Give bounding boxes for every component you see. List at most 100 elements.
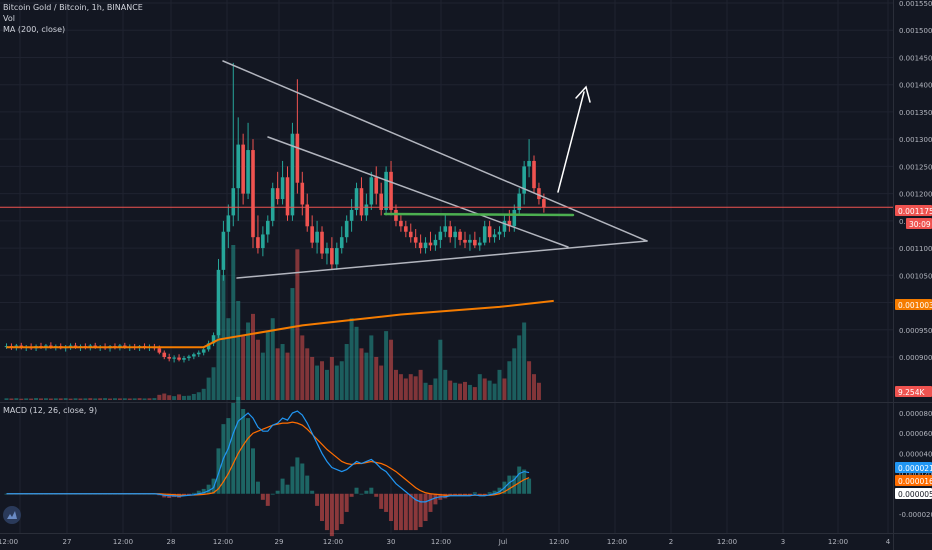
- macd-histogram-bar: [324, 493, 329, 531]
- candle: [448, 220, 452, 243]
- candle: [443, 215, 448, 238]
- volume-bar: [58, 398, 63, 400]
- macd-value-badge: 0.000021: [895, 462, 932, 473]
- volume-bar: [137, 398, 142, 400]
- macd-histogram-bar: [487, 492, 492, 494]
- time-tick-label: 12:00: [828, 538, 848, 546]
- volume-bar: [98, 398, 103, 400]
- candle: [295, 79, 300, 194]
- volume-legend[interactable]: Vol: [3, 14, 15, 23]
- drawings[interactable]: [222, 60, 648, 279]
- volume-bar: [196, 392, 201, 400]
- tradingview-logo-icon[interactable]: [3, 506, 21, 524]
- macd-histogram-bar: [522, 469, 527, 494]
- volume-bar: [305, 348, 310, 400]
- candle: [330, 237, 334, 270]
- time-tick-label: 3: [781, 538, 785, 546]
- macd-histogram-bar: [310, 490, 315, 494]
- volume-bar: [527, 361, 532, 400]
- macd-histogram-bar: [251, 448, 255, 494]
- grid-lines: [0, 0, 893, 533]
- volume-bar: [162, 393, 167, 400]
- volume-bar: [393, 369, 398, 400]
- triangle-lower-trendline[interactable]: [236, 240, 648, 279]
- macd-histogram-bar: [315, 493, 320, 506]
- volume-bar: [93, 398, 98, 400]
- volume-bar: [428, 384, 433, 400]
- macd-value-label: 0.000021: [898, 464, 932, 473]
- candle: [275, 171, 280, 205]
- volume-bar: [423, 382, 428, 400]
- macd-histogram-bar: [462, 493, 467, 496]
- volume-bar: [270, 318, 275, 400]
- candle: [246, 122, 250, 200]
- volume-bar: [300, 335, 305, 400]
- volume-bar: [88, 398, 93, 400]
- macd-histogram-bar: [507, 475, 512, 494]
- time-tick-label: 12:00: [431, 538, 451, 546]
- candle: [384, 166, 388, 216]
- candle: [226, 204, 231, 249]
- volume-bar: [142, 398, 147, 400]
- candle: [482, 220, 487, 246]
- volume-bar: [403, 378, 408, 400]
- volume-bar: [512, 348, 517, 400]
- macd-histogram-bar: [389, 493, 394, 522]
- macd-histogram-bar: [393, 493, 398, 531]
- volume-bar: [78, 398, 83, 400]
- volume-bar: [251, 313, 255, 400]
- candle: [315, 220, 319, 254]
- candle: [335, 242, 339, 270]
- volume-bar: [280, 344, 285, 400]
- price-tick-label: 0.001500: [899, 27, 932, 35]
- macd-histogram-bar: [344, 493, 349, 512]
- candle: [196, 350, 201, 357]
- volume-bar: [472, 387, 477, 400]
- candle: [502, 215, 507, 238]
- volume-bar: [103, 398, 108, 400]
- signal-value-label: 0.000016: [898, 477, 932, 486]
- macd-histogram-bar: [492, 490, 497, 494]
- volume-bar: [453, 382, 458, 400]
- support-level-line[interactable]: [383, 212, 575, 217]
- macd-histogram-bar: [270, 493, 275, 495]
- triangle-upper-trendline[interactable]: [222, 60, 648, 242]
- candle: [522, 160, 526, 205]
- macd-histogram-bar: [477, 493, 482, 496]
- volume-value-label: 9.254K: [898, 388, 925, 397]
- macd-histogram-bar: [196, 490, 201, 494]
- signal-value-badge: 0.000016: [895, 475, 932, 486]
- candle: [177, 354, 181, 362]
- ma-200-line: [6, 299, 554, 349]
- candle: [187, 354, 191, 361]
- candle: [349, 199, 354, 232]
- volume-bar: [260, 352, 265, 400]
- time-axis[interactable]: 12:00 27 12:00 28 12:00 29 12:00 30 12:00 Jul 12:0…: [0, 538, 891, 546]
- candle: [236, 117, 241, 221]
- breakout-arrow[interactable]: [557, 91, 585, 193]
- volume-bar: [211, 367, 216, 400]
- macd-histogram-bar: [246, 418, 251, 494]
- inner-upper-trendline[interactable]: [267, 136, 569, 248]
- macd-axis[interactable]: 0.000080 0.000060 0.000040 0.000020 -0.00002…: [899, 410, 932, 519]
- volume-bar: [186, 395, 191, 400]
- volume-bar: [497, 369, 502, 400]
- candlestick-series: [4, 62, 546, 363]
- macd-histogram-bar: [458, 493, 463, 496]
- candle: [320, 226, 324, 259]
- candle: [374, 166, 379, 205]
- candle: [172, 355, 176, 363]
- macd-legend[interactable]: MACD (12, 26, close, 9): [3, 406, 98, 415]
- volume-bar: [4, 398, 9, 400]
- price-tick-label: 0.000950: [899, 327, 932, 335]
- volume-bar: [147, 398, 152, 400]
- volume-bar: [467, 384, 472, 400]
- volume-bar: [517, 335, 522, 400]
- macd-tick-label: 0.000040: [899, 450, 932, 458]
- symbol-legend[interactable]: Bitcoin Gold / Bitcoin, 1h, BINANCE: [3, 3, 143, 12]
- candle: [270, 182, 275, 227]
- candle: [285, 166, 290, 221]
- volume-bar: [310, 356, 315, 400]
- ma-legend[interactable]: MA (200, close): [3, 25, 66, 34]
